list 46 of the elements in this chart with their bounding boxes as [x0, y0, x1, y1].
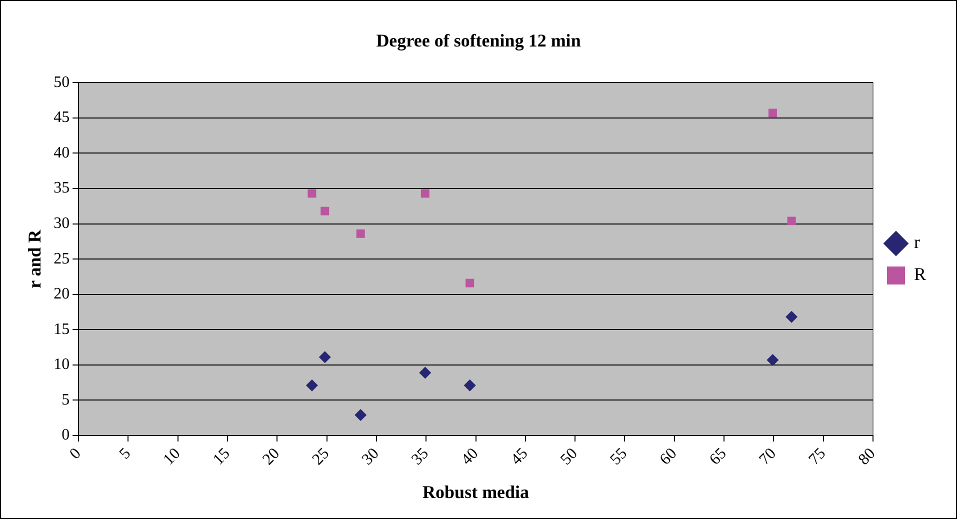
- x-tick-label: 40: [458, 445, 482, 468]
- x-tick-label: 5: [116, 445, 134, 463]
- point: [308, 189, 316, 198]
- y-tick-label: 35: [54, 180, 70, 197]
- point: [306, 379, 318, 392]
- y-tick-label: 15: [54, 320, 70, 338]
- point: [419, 366, 432, 379]
- chart-title: Degree of softening 12 min: [376, 30, 581, 50]
- point: [356, 229, 365, 238]
- x-tick-label: 25: [309, 445, 333, 468]
- point: [466, 278, 474, 288]
- x-tick-label: 65: [706, 445, 730, 468]
- point: [420, 189, 430, 198]
- x-axis-title: Robust media: [422, 482, 530, 502]
- point: [786, 310, 798, 323]
- y-tick-label: 20: [54, 286, 70, 303]
- point: [318, 351, 331, 364]
- point: [768, 108, 777, 118]
- y-tick-label: 5: [62, 391, 70, 408]
- point: [464, 379, 476, 392]
- point: [354, 409, 367, 422]
- point: [787, 216, 796, 226]
- y-tick-label: 0: [62, 426, 70, 444]
- x-tick-label: 75: [806, 445, 830, 468]
- legend-label: R: [914, 264, 926, 284]
- x-tick-label: 10: [160, 445, 184, 468]
- x-tick-label: 70: [756, 445, 780, 468]
- legend-label: r: [914, 232, 920, 252]
- y-tick-label: 25: [54, 250, 70, 268]
- y-tick-label: 45: [54, 109, 70, 126]
- point: [320, 206, 330, 216]
- x-tick-label: 50: [558, 445, 581, 468]
- y-tick-label: 30: [54, 214, 70, 232]
- point: [766, 354, 779, 366]
- x-tick-label: 30: [358, 445, 382, 468]
- x-tick-label: 45: [508, 445, 532, 468]
- y-axis-title: r and R: [24, 228, 44, 288]
- y-tick-label: 50: [54, 74, 70, 91]
- x-tick-label: 60: [656, 445, 680, 468]
- x-tick-label: 15: [210, 445, 234, 468]
- y-tick-label: 10: [54, 356, 70, 374]
- x-tick-label: 80: [855, 445, 879, 468]
- y-tick-label: 40: [54, 144, 70, 162]
- x-tick-label: 55: [607, 445, 631, 468]
- x-tick-label: 20: [260, 445, 283, 468]
- x-tick-label: 35: [408, 445, 432, 468]
